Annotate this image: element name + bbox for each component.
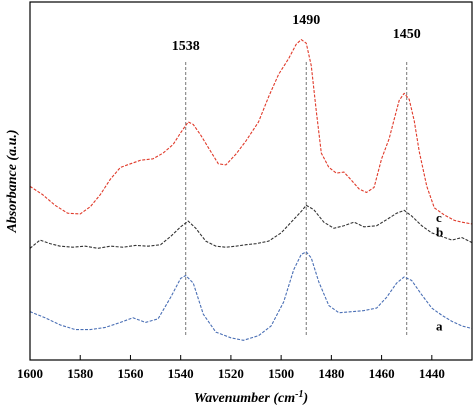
x-axis-title-unit: (cm [273, 391, 295, 406]
plot-frame-layer [29, 1, 473, 361]
x-axis-title-unit-sup: -1 [295, 389, 303, 400]
x-tick-label-1600: 1600 [17, 366, 43, 381]
annotation-label-1490: 1490 [292, 13, 320, 28]
series-label-b: b [436, 225, 443, 240]
annotation-lines-layer [185, 62, 408, 335]
x-tick-label-1460: 1460 [369, 366, 395, 381]
x-tick-label-1540: 1540 [168, 366, 194, 381]
text-layer: 1538 1490 1450 a bc 1600 1580 1560 1540 1520 1500 1… [5, 13, 445, 406]
x-tick-label-1500: 1500 [268, 366, 294, 381]
annotation-label-1538: 1538 [172, 39, 200, 54]
x-tick-label-1520: 1520 [218, 366, 244, 381]
annotation-label-1450: 1450 [393, 27, 421, 42]
series-label-c: c [436, 210, 442, 225]
series-line-b [29, 204, 473, 249]
y-axis-title: Absorbance (a.u.) [5, 129, 20, 233]
x-tick-label-1560: 1560 [117, 366, 143, 381]
series-line-c [29, 39, 473, 225]
series-label-a: a [436, 318, 443, 333]
x-axis-title-main: Wavenumber [194, 391, 273, 406]
x-ticks-layer [29, 355, 433, 360]
x-axis-title: Wavenumber (cm-1) [194, 389, 308, 407]
series-line-a [29, 251, 473, 341]
x-tick-label-1580: 1580 [67, 366, 93, 381]
plot-frame [29, 1, 473, 361]
x-tick-label-1480: 1480 [318, 366, 344, 381]
x-tick-label-1440: 1440 [419, 366, 445, 381]
series-layer [29, 39, 473, 341]
x-axis-title-unit-close: ) [301, 391, 308, 406]
